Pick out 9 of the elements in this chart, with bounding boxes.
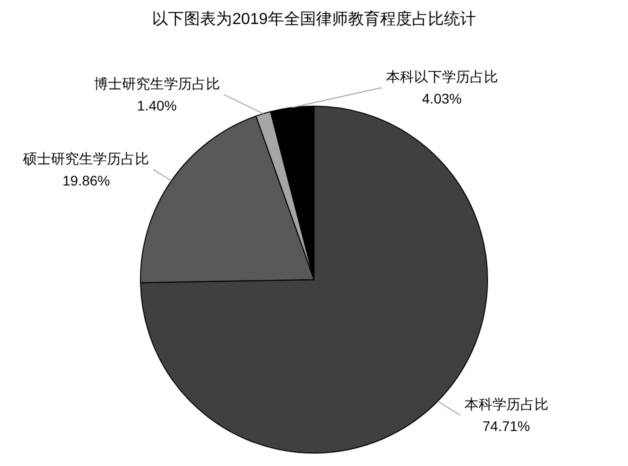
data-label: 4.03% [422,90,462,107]
data-label: 74.71% [482,418,530,434]
data-label: 19.86% [62,172,110,188]
data-label: 1.40% [137,97,177,114]
chart-title: 以下图表为2019年全国律师教育程度占比统计 [152,10,476,28]
slice-label: 本科学历占比 [464,396,548,412]
slice-label: 硕士研究生学历占比 [22,150,150,166]
slice-label: 博士研究生学历占比 [94,75,220,92]
slice-label: 本科以下学历占比 [386,68,498,85]
